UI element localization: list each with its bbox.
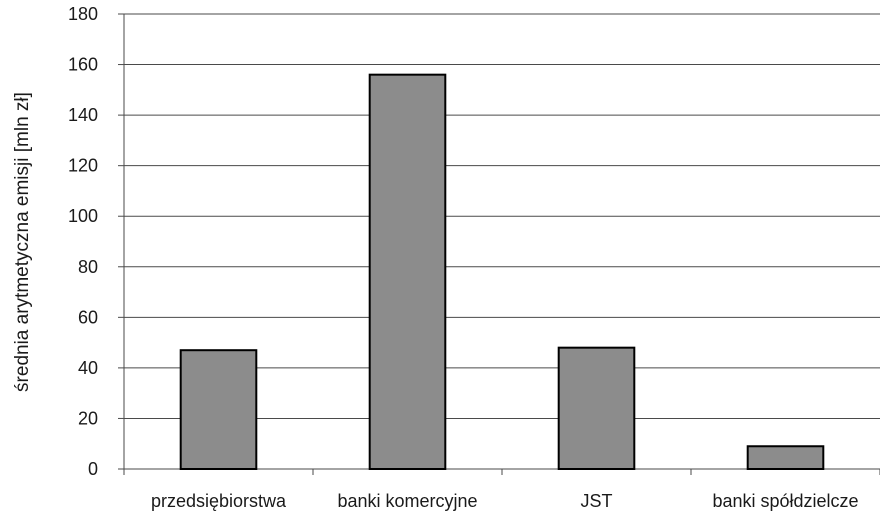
y-tick-label: 0 xyxy=(88,459,98,479)
y-tick-label: 180 xyxy=(68,4,98,24)
y-tick-label: 60 xyxy=(78,307,98,327)
bar-2 xyxy=(557,346,636,470)
bar-3 xyxy=(746,445,825,470)
bar-1 xyxy=(368,73,447,471)
x-category-label: banki spółdzielcze xyxy=(712,491,858,511)
y-tick-label: 20 xyxy=(78,408,98,428)
x-category-label: JST xyxy=(580,491,612,511)
bar-0 xyxy=(179,349,258,471)
y-tick-label: 100 xyxy=(68,206,98,226)
y-axis-title: średnia arytmetyczna emisji [mln zł] xyxy=(12,92,33,392)
y-tick-label: 120 xyxy=(68,156,98,176)
y-tick-label: 160 xyxy=(68,55,98,75)
x-category-label: banki komercyjne xyxy=(337,491,477,511)
y-tick-label: 40 xyxy=(78,358,98,378)
y-tick-label: 140 xyxy=(68,105,98,125)
x-category-labels: przedsiębiorstwa banki komercyjne JST banki… xyxy=(151,491,859,511)
x-category-label: przedsiębiorstwa xyxy=(151,491,287,511)
y-tick-label: 80 xyxy=(78,257,98,277)
bars xyxy=(179,73,825,471)
y-tick-labels: 0 20 40 60 80 100 120 140 160 180 xyxy=(68,4,98,479)
